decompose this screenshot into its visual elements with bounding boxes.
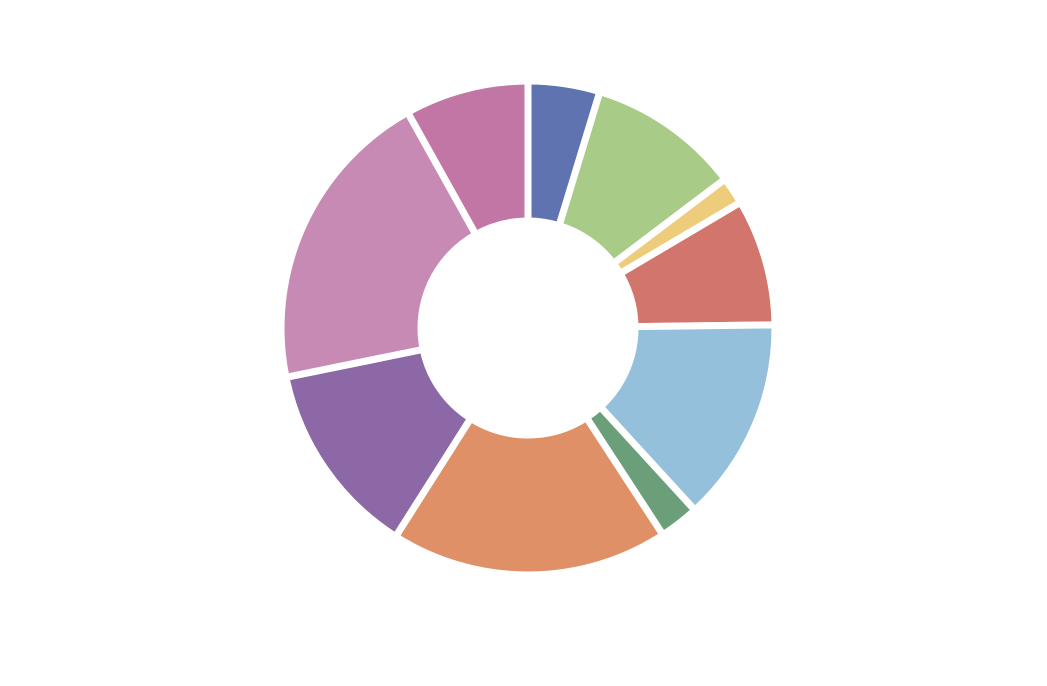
- pie-slice-9: [277, 108, 480, 381]
- pie-slice-5: [596, 321, 779, 514]
- pie-slice-10: [404, 77, 532, 239]
- pie-slice-7: [392, 414, 667, 579]
- slices-group: [277, 77, 779, 579]
- pie-slice-8: [282, 345, 475, 541]
